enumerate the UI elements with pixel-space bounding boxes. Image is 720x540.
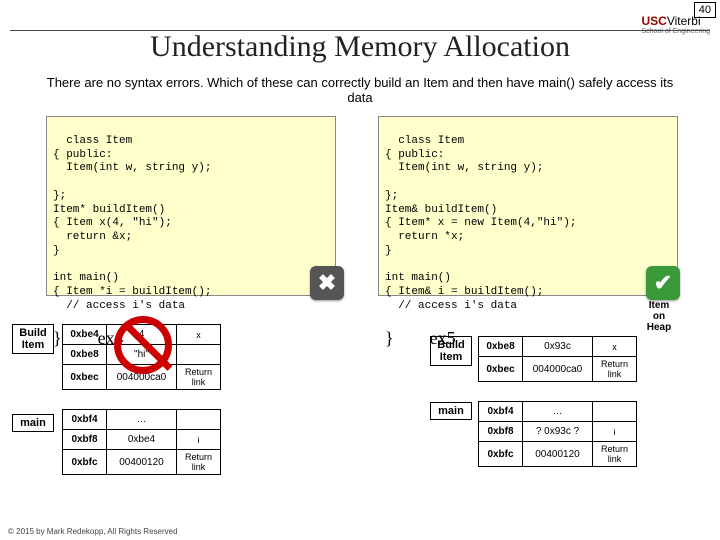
label-build-left: Build Item bbox=[12, 324, 54, 354]
logo-usc: USC bbox=[642, 14, 667, 28]
heap-header: Item on Heap bbox=[636, 300, 682, 333]
subtitle: There are no syntax errors. Which of the… bbox=[40, 75, 680, 105]
table-row: 0xbfc00400120Return link bbox=[479, 442, 637, 467]
label-main-right: main bbox=[430, 402, 472, 420]
table-row: 0xbec004000ca0Return link bbox=[479, 357, 637, 382]
table-row: 0xbe80x93cx bbox=[479, 337, 637, 357]
table-row: 0xbfc00400120Return link bbox=[63, 450, 221, 475]
tbl-right-body: 0xbe80x93cx0xbec004000ca0Return link 0xbf… bbox=[479, 337, 637, 467]
code-ex4-body: class Item { public: Item(int w, string … bbox=[53, 135, 211, 312]
wrong-icon bbox=[310, 266, 344, 300]
table-row: 0xbf80xbe4i bbox=[63, 430, 221, 450]
copyright: © 2015 by Mark Redekopp, All Rights Rese… bbox=[8, 527, 178, 536]
code-ex5-body: class Item { public: Item(int w, string … bbox=[385, 135, 576, 312]
code-ex4: class Item { public: Item(int w, string … bbox=[46, 116, 336, 296]
logo-viterbi: Viterbi bbox=[667, 14, 701, 28]
table-row: 0xbf4… bbox=[63, 410, 221, 430]
code-ex5: class Item { public: Item(int w, string … bbox=[378, 116, 678, 296]
table-row: 0xbf8? 0x93c ?i bbox=[479, 422, 637, 442]
correct-icon bbox=[646, 266, 680, 300]
label-main-left: main bbox=[12, 414, 54, 432]
memory-table-right: 0xbe80x93cx0xbec004000ca0Return link 0xbf… bbox=[478, 336, 637, 467]
page-title: Understanding Memory Allocation bbox=[0, 30, 720, 64]
table-row: 0xbf4… bbox=[479, 402, 637, 422]
no-entry-icon bbox=[114, 316, 172, 374]
label-build-right: Build Item bbox=[430, 336, 472, 366]
